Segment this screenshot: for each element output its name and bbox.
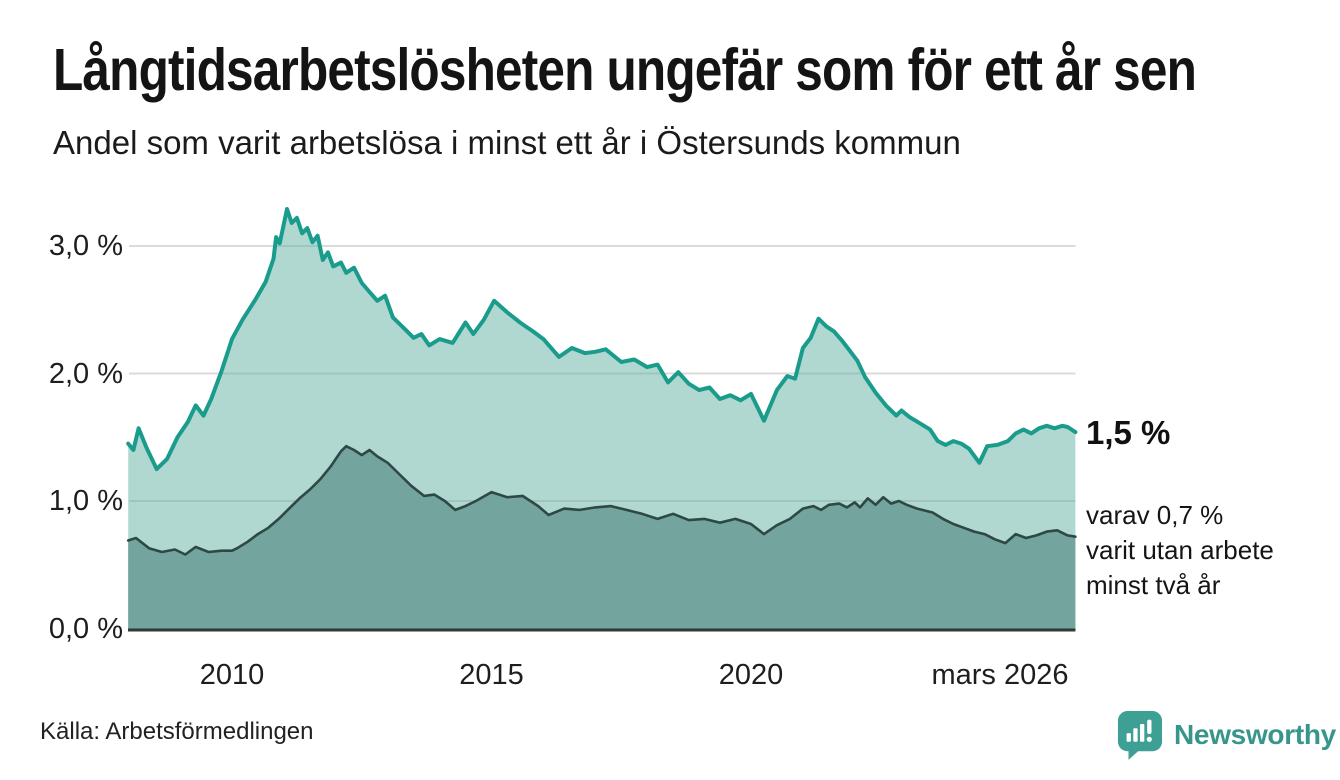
series-line-min-two-years bbox=[126, 444, 1077, 556]
x-tick-label: mars 2026 bbox=[931, 659, 1069, 691]
newsworthy-chart-bubble-icon bbox=[1117, 711, 1163, 760]
y-tick-label: 3,0 % bbox=[48, 230, 123, 262]
page-title: Långtidsarbetslösheten ungefär som för e… bbox=[53, 37, 1197, 103]
y-tick-label: 2,0 % bbox=[48, 357, 123, 390]
series-line-min-one-year bbox=[126, 207, 1078, 472]
source-credit: Källa: Arbetsförmedlingen bbox=[40, 718, 314, 745]
latest-detail-line: varav 0,7 % bbox=[1086, 500, 1224, 530]
latest-value-label: 1,5 % bbox=[1086, 414, 1171, 451]
brand-name: Newsworthy bbox=[1174, 719, 1336, 750]
latest-detail-label: varav 0,7 % varit utan arbete minst två … bbox=[1086, 498, 1274, 603]
y-tick-label: 1,0 % bbox=[48, 485, 123, 517]
x-tick-label: 2010 bbox=[199, 659, 265, 691]
series-area-min-two-years bbox=[128, 446, 1076, 630]
page-subtitle: Andel som varit arbetslösa i minst ett å… bbox=[53, 124, 961, 161]
brand-logo: Newsworthy bbox=[1117, 710, 1336, 760]
latest-detail-line: minst två år bbox=[1086, 570, 1221, 600]
x-tick-label: 2015 bbox=[459, 659, 524, 691]
x-tick-label: 2020 bbox=[718, 659, 784, 691]
y-tick-label: 0,0 % bbox=[48, 612, 123, 645]
latest-detail-line: varit utan arbete bbox=[1086, 535, 1274, 565]
